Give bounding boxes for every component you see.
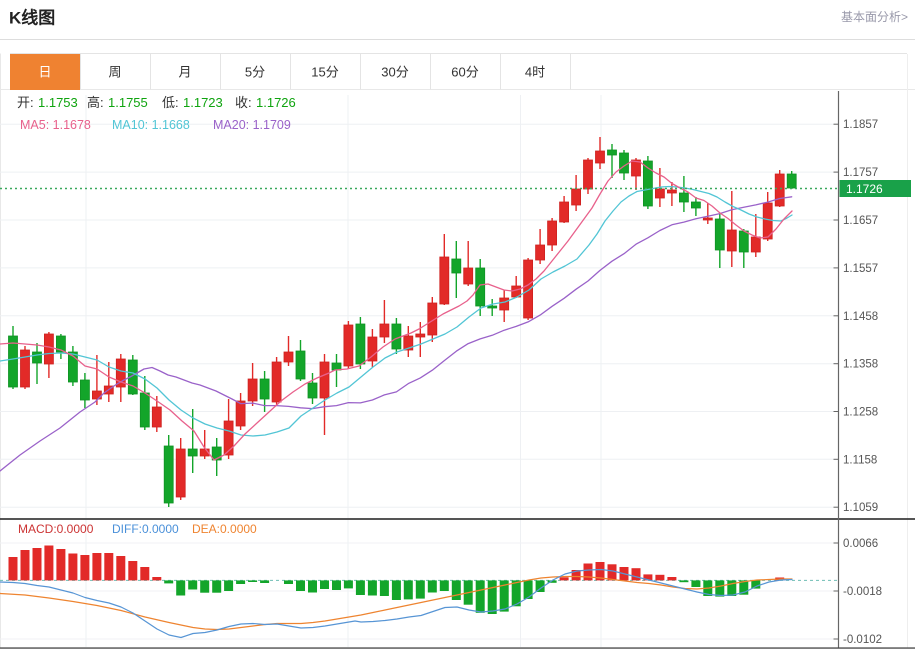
svg-text:60分: 60分 xyxy=(451,65,478,80)
svg-text:收:: 收: xyxy=(235,95,252,110)
svg-text:1.1258: 1.1258 xyxy=(843,407,878,419)
svg-text:-0.0018: -0.0018 xyxy=(843,586,882,598)
svg-text:1.1755: 1.1755 xyxy=(108,95,148,110)
svg-text:0.0066: 0.0066 xyxy=(843,538,878,550)
svg-text:1.1753: 1.1753 xyxy=(38,95,78,110)
svg-text:1.1358: 1.1358 xyxy=(843,359,878,371)
svg-text:5分: 5分 xyxy=(245,65,265,80)
svg-text:1.1726: 1.1726 xyxy=(256,95,296,110)
svg-text:1.1723: 1.1723 xyxy=(183,95,223,110)
svg-text:高:: 高: xyxy=(87,95,104,110)
svg-text:1.1657: 1.1657 xyxy=(843,215,878,227)
svg-text:1.1158: 1.1158 xyxy=(843,454,877,466)
svg-text:MACD:0.0000: MACD:0.0000 xyxy=(18,522,94,536)
svg-text:周: 周 xyxy=(108,65,121,80)
svg-text:1.1757: 1.1757 xyxy=(843,167,878,179)
svg-text:1.1857: 1.1857 xyxy=(843,119,878,131)
svg-text:-0.0102: -0.0102 xyxy=(843,634,882,646)
svg-text:1.1726: 1.1726 xyxy=(846,182,883,196)
svg-text:MA5: 1.1678: MA5: 1.1678 xyxy=(20,118,91,132)
svg-text:DIFF:0.0000: DIFF:0.0000 xyxy=(112,522,179,536)
svg-text:MA20: 1.1709: MA20: 1.1709 xyxy=(213,118,291,132)
svg-text:低:: 低: xyxy=(162,95,179,110)
svg-text:K线图: K线图 xyxy=(9,8,55,28)
svg-text:日: 日 xyxy=(38,65,51,80)
svg-text:30分: 30分 xyxy=(381,65,408,80)
svg-text:4时: 4时 xyxy=(525,65,545,80)
svg-text:1.1059: 1.1059 xyxy=(843,502,878,514)
svg-text:开:: 开: xyxy=(17,95,34,110)
svg-text:15分: 15分 xyxy=(311,65,338,80)
svg-text:基本面分析>: 基本面分析> xyxy=(841,10,908,24)
svg-text:MA10: 1.1668: MA10: 1.1668 xyxy=(112,118,190,132)
svg-text:月: 月 xyxy=(178,65,191,80)
svg-text:DEA:0.0000: DEA:0.0000 xyxy=(192,522,257,536)
svg-text:1.1458: 1.1458 xyxy=(843,311,878,323)
svg-text:1.1557: 1.1557 xyxy=(843,263,878,275)
